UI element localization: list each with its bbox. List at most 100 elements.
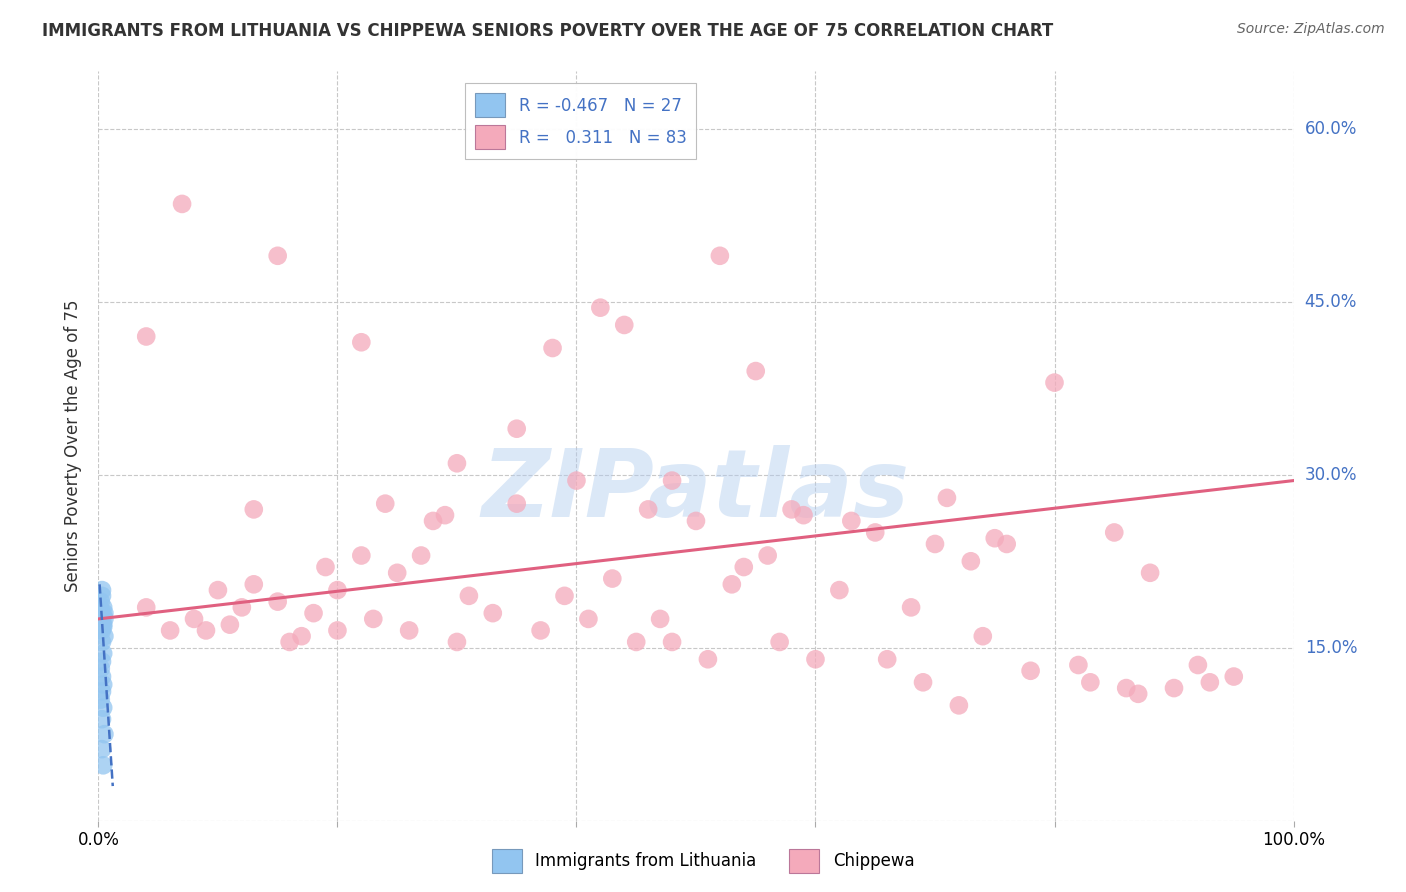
- Point: [661, 635, 683, 649]
- Point: [554, 589, 576, 603]
- Point: [350, 335, 373, 350]
- Point: [267, 594, 290, 608]
- Point: [648, 612, 672, 626]
- Text: ZIPatlas: ZIPatlas: [482, 445, 910, 537]
- Point: [697, 652, 720, 666]
- Point: [374, 497, 396, 511]
- Point: [326, 583, 349, 598]
- Point: [422, 514, 444, 528]
- Point: [602, 572, 624, 586]
- Point: [865, 525, 887, 540]
- Point: [626, 635, 648, 649]
- Point: [91, 624, 114, 638]
- Text: 45.0%: 45.0%: [1305, 293, 1357, 311]
- Point: [637, 502, 659, 516]
- Point: [90, 692, 112, 706]
- Point: [93, 629, 115, 643]
- Point: [91, 684, 114, 698]
- Point: [434, 508, 457, 523]
- Point: [589, 301, 612, 315]
- Point: [458, 589, 481, 603]
- Point: [793, 508, 815, 523]
- Y-axis label: Seniors Poverty Over the Age of 75: Seniors Poverty Over the Age of 75: [65, 300, 83, 592]
- Point: [1223, 669, 1246, 683]
- Point: [446, 635, 468, 649]
- Text: 30.0%: 30.0%: [1305, 466, 1357, 483]
- Point: [90, 594, 112, 608]
- Point: [1067, 658, 1090, 673]
- Point: [1139, 566, 1161, 580]
- Point: [565, 474, 588, 488]
- Point: [960, 554, 983, 568]
- Text: IMMIGRANTS FROM LITHUANIA VS CHIPPEWA SENIORS POVERTY OVER THE AGE OF 75 CORRELA: IMMIGRANTS FROM LITHUANIA VS CHIPPEWA SE…: [42, 22, 1053, 40]
- Point: [243, 577, 266, 591]
- Point: [506, 422, 529, 436]
- Point: [91, 669, 114, 683]
- Point: [900, 600, 922, 615]
- Point: [756, 549, 779, 563]
- Point: [135, 600, 157, 615]
- Point: [733, 560, 755, 574]
- Point: [90, 661, 112, 675]
- Text: 15.0%: 15.0%: [1305, 639, 1357, 657]
- Point: [936, 491, 959, 505]
- Point: [841, 514, 863, 528]
- Point: [481, 606, 505, 620]
- Point: [159, 624, 181, 638]
- Point: [291, 629, 314, 643]
- Point: [302, 606, 325, 620]
- Point: [1199, 675, 1222, 690]
- Point: [363, 612, 385, 626]
- Point: [90, 612, 112, 626]
- Point: [91, 617, 114, 632]
- Point: [91, 647, 114, 661]
- Point: [446, 456, 468, 470]
- Point: [135, 329, 157, 343]
- Point: [243, 502, 266, 516]
- Point: [91, 678, 114, 692]
- Point: [91, 589, 114, 603]
- Point: [350, 549, 373, 563]
- Point: [1019, 664, 1042, 678]
- Point: [93, 606, 115, 620]
- Point: [578, 612, 600, 626]
- Point: [661, 474, 683, 488]
- Point: [91, 655, 114, 669]
- Point: [326, 624, 349, 638]
- Point: [91, 600, 114, 615]
- Point: [91, 608, 114, 623]
- Point: [91, 615, 114, 630]
- Text: Source: ZipAtlas.com: Source: ZipAtlas.com: [1237, 22, 1385, 37]
- Point: [1080, 675, 1102, 690]
- Point: [613, 318, 636, 332]
- Point: [828, 583, 851, 598]
- Point: [876, 652, 898, 666]
- Point: [948, 698, 970, 713]
- Point: [91, 700, 114, 714]
- Point: [1104, 525, 1126, 540]
- Point: [911, 675, 934, 690]
- Point: [506, 497, 529, 511]
- Point: [91, 758, 114, 772]
- Point: [219, 617, 242, 632]
- Point: [541, 341, 564, 355]
- Point: [530, 624, 553, 638]
- Point: [91, 742, 114, 756]
- Legend: Immigrants from Lithuania, Chippewa: Immigrants from Lithuania, Chippewa: [485, 842, 921, 880]
- Point: [984, 531, 1007, 545]
- Point: [93, 727, 115, 741]
- Point: [91, 620, 114, 634]
- Point: [972, 629, 994, 643]
- Point: [91, 583, 114, 598]
- Point: [195, 624, 218, 638]
- Text: 60.0%: 60.0%: [1305, 120, 1357, 138]
- Point: [721, 577, 744, 591]
- Point: [1187, 658, 1209, 673]
- Point: [385, 566, 409, 580]
- Legend: R = -0.467   N = 27, R =   0.311   N = 83: R = -0.467 N = 27, R = 0.311 N = 83: [465, 84, 696, 159]
- Point: [91, 635, 114, 649]
- Point: [1163, 681, 1185, 695]
- Point: [411, 549, 433, 563]
- Point: [315, 560, 337, 574]
- Point: [995, 537, 1018, 551]
